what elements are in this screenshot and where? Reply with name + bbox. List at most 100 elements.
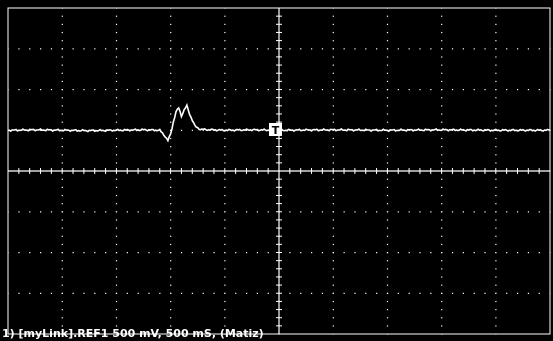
- grid-dot: [332, 317, 334, 319]
- grid-dot: [224, 227, 226, 229]
- grid-dot: [170, 211, 172, 213]
- grid-dot: [7, 292, 9, 294]
- grid-dot: [224, 113, 226, 115]
- grid-dot: [61, 292, 63, 294]
- grid-dot: [430, 292, 432, 294]
- grid-dot: [441, 333, 443, 335]
- grid-dot: [115, 219, 118, 221]
- grid-dot: [224, 317, 226, 319]
- grid-dot: [376, 252, 378, 254]
- grid-dot: [191, 252, 193, 254]
- grid-dot: [224, 31, 226, 34]
- grid-dot: [441, 211, 443, 213]
- grid-dot: [267, 252, 269, 254]
- grid-dot: [441, 15, 443, 17]
- grid-dot: [61, 23, 63, 25]
- grid-dot: [332, 146, 334, 148]
- grid-dot: [224, 56, 226, 58]
- grid-dot: [61, 211, 63, 213]
- grid-dot: [170, 292, 172, 294]
- grid-dot: [441, 121, 443, 123]
- grid-dot: [267, 211, 269, 213]
- grid-dot: [332, 219, 334, 221]
- grid-dot: [202, 292, 204, 294]
- grid-dot: [289, 89, 291, 91]
- grid-dot: [441, 7, 443, 9]
- grid-dot: [495, 276, 497, 278]
- grid-dot: [365, 292, 367, 294]
- grid-dot: [419, 292, 421, 294]
- grid-dot: [451, 292, 454, 294]
- grid-dot: [441, 146, 443, 148]
- grid-dot: [397, 211, 399, 213]
- grid-dot: [245, 89, 248, 91]
- grid-dot: [527, 89, 530, 91]
- grid-dot: [224, 325, 226, 327]
- grid-dot: [115, 7, 118, 9]
- grid-dot: [224, 309, 226, 311]
- grid-dot: [40, 129, 42, 131]
- grid-dot: [343, 89, 345, 91]
- grid-dot: [224, 268, 226, 270]
- grid-dot: [115, 260, 118, 262]
- grid-dot: [126, 211, 128, 213]
- grid-dot: [61, 154, 63, 156]
- grid-dot: [170, 89, 172, 91]
- grid-dot: [170, 268, 172, 270]
- grid-dot: [50, 211, 53, 213]
- grid-dot: [441, 252, 443, 254]
- grid-dot: [180, 129, 183, 131]
- grid-dot: [115, 194, 118, 197]
- grid-dot: [170, 15, 172, 17]
- grid-dot: [332, 260, 334, 262]
- grid-dot: [29, 48, 31, 50]
- grid-dot: [72, 252, 74, 254]
- grid-dot: [386, 300, 389, 303]
- grid-dot: [170, 162, 172, 164]
- grid-dot: [332, 48, 334, 50]
- grid-dot: [386, 31, 389, 34]
- trigger-marker[interactable]: T: [269, 123, 282, 137]
- grid-dot: [321, 292, 324, 294]
- grid-dot: [224, 48, 226, 50]
- grid-dot: [213, 48, 215, 50]
- grid-dot: [61, 137, 63, 140]
- grid-dot: [256, 89, 259, 91]
- grid-dot: [61, 325, 63, 327]
- grid-dot: [495, 325, 497, 327]
- grid-dot: [115, 243, 118, 246]
- grid-dot: [148, 89, 150, 91]
- grid-dot: [538, 48, 540, 50]
- grid-dot: [289, 252, 291, 254]
- grid-dot: [159, 89, 161, 91]
- grid-dot: [506, 252, 508, 254]
- grid-dot: [365, 211, 367, 213]
- grid-dot: [441, 309, 443, 311]
- grid-dot: [115, 276, 118, 278]
- grid-dot: [137, 89, 139, 91]
- grid-dot: [516, 89, 519, 91]
- grid-dot: [235, 292, 237, 294]
- grid-dot: [170, 154, 172, 156]
- grid-dot: [191, 292, 193, 294]
- grid-dot: [549, 48, 551, 50]
- grid-dot: [115, 40, 118, 42]
- grid-dot: [61, 333, 63, 335]
- grid-dot: [386, 48, 389, 50]
- grid-dot: [224, 72, 226, 74]
- grid-dot: [61, 260, 63, 262]
- grid-dot: [94, 292, 96, 294]
- grid-dot: [332, 284, 334, 286]
- grid-dot: [354, 211, 356, 213]
- grid-dot: [170, 97, 172, 99]
- grid-dot: [50, 292, 53, 294]
- grid-dot: [289, 211, 291, 213]
- grid-dot: [332, 203, 334, 205]
- grid-dot: [115, 72, 118, 74]
- grid-dot: [386, 72, 389, 74]
- grid-dot: [61, 235, 63, 237]
- trigger-marker-box: [269, 123, 282, 136]
- grid-dot: [386, 162, 389, 164]
- grid-dot: [451, 48, 454, 50]
- grid-dot: [332, 89, 334, 91]
